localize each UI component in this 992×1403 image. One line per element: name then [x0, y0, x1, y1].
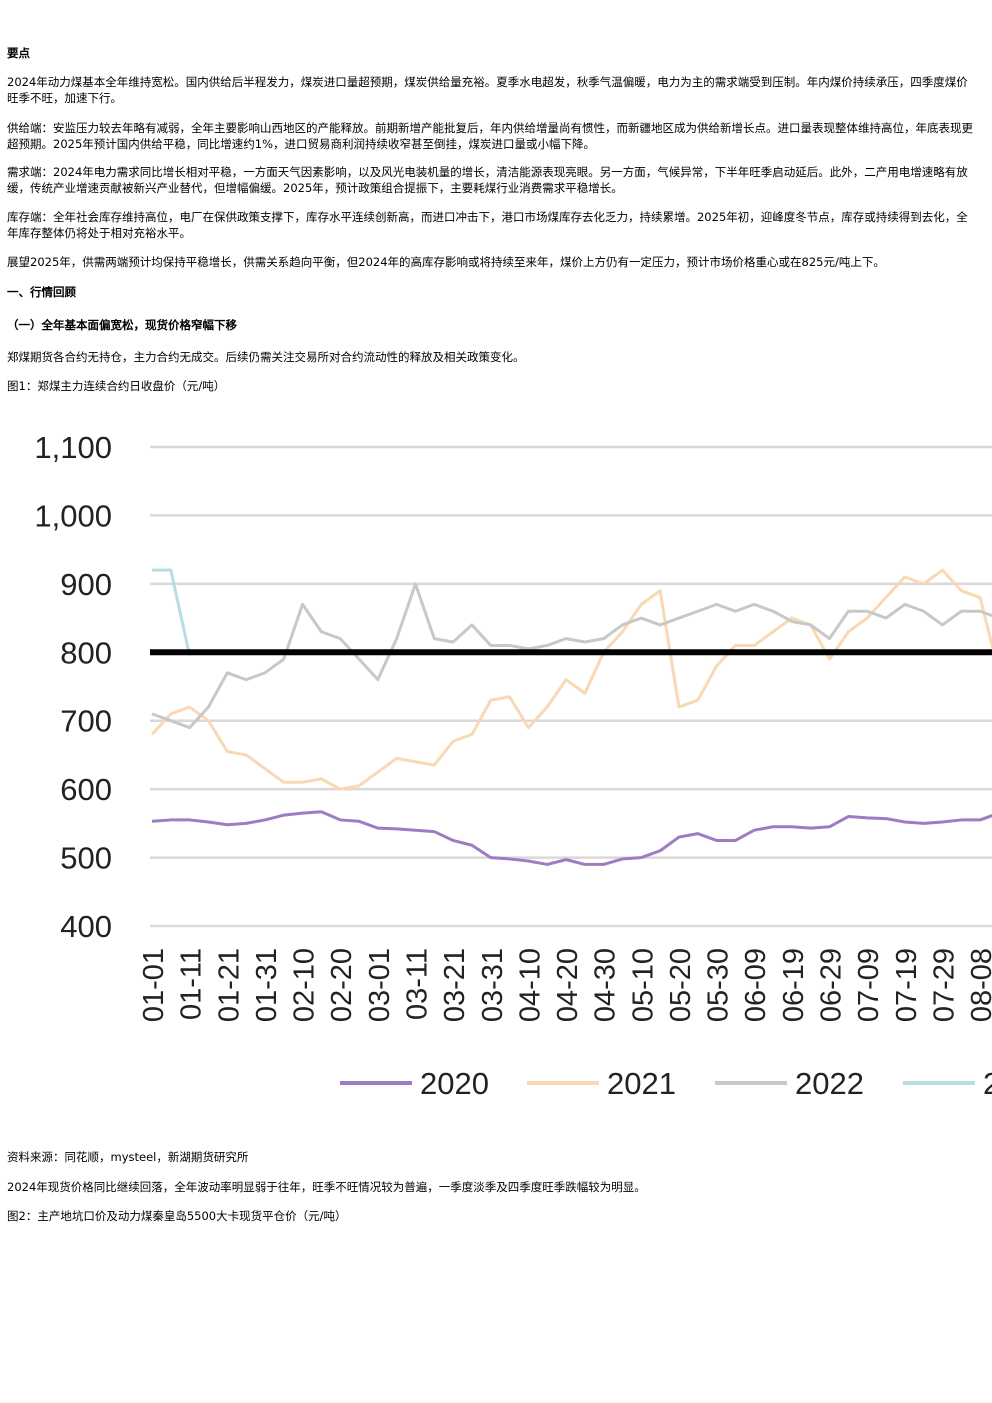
y-tick-label: 600	[60, 772, 112, 807]
x-tick-label: 07-09	[853, 948, 885, 1022]
figure-caption: 图1：郑煤主力连续合约日收盘价（元/吨）	[7, 379, 226, 393]
line-series	[151, 582, 992, 730]
x-tick-label: 01-21	[213, 948, 245, 1022]
x-tick-label: 04-10	[514, 948, 546, 1022]
x-tick-label: 04-30	[590, 948, 622, 1022]
paragraph: 2024年现货价格同比继续回落，全年波动率明显弱于往年，旺季不旺情况较为普遍，一…	[7, 1180, 646, 1194]
x-tick-label: 01-01	[138, 948, 170, 1022]
x-tick-label: 05-30	[703, 948, 735, 1022]
line-series	[150, 568, 992, 791]
x-tick-label: 01-11	[176, 948, 208, 1020]
x-tick-label: 03-31	[477, 948, 509, 1022]
paragraph: 供给端：安监压力较去年略有减弱，全年主要影响山西地区的产能释放。前期新增产能批复…	[7, 121, 973, 151]
paragraph: 库存端：全年社会库存维持高位，电厂在保供政策支撑下，库存水平连续创新高，而进口冲…	[7, 210, 968, 240]
x-tick-label: 06-09	[740, 948, 772, 1022]
y-tick-label: 500	[60, 841, 112, 876]
legend-label: 2020	[420, 1066, 489, 1101]
paragraph: 郑煤期货各合约无持仓，主力合约无成交。后续仍需关注交易所对合约流动性的释放及相关…	[7, 350, 525, 364]
section-title: 一、行情回顾	[7, 285, 76, 299]
x-tick-label: 07-29	[928, 948, 960, 1022]
x-tick-label: 03-11	[401, 948, 433, 1020]
x-tick-label: 03-21	[439, 948, 471, 1022]
x-tick-label: 04-20	[552, 948, 584, 1022]
y-tick-label: 1,100	[34, 430, 112, 465]
y-tick-label: 900	[60, 567, 112, 602]
x-tick-label: 02-10	[289, 948, 321, 1022]
heading: 要点	[7, 46, 30, 60]
figure-caption: 图2：主产地坑口价及动力煤秦皇岛5500大卡现货平仓价（元/吨）	[7, 1209, 347, 1223]
x-tick-label: 07-19	[891, 948, 923, 1022]
x-tick-label: 08-08	[966, 948, 992, 1022]
paragraph: 需求端：2024年电力需求同比增长相对平稳，一方面天气因素影响，以及风光电装机量…	[7, 165, 968, 195]
line-series	[152, 568, 192, 657]
line-series	[151, 810, 992, 866]
legend-label: 2021	[607, 1066, 676, 1101]
y-tick-label: 1,000	[34, 498, 112, 533]
y-tick-label: 700	[60, 704, 112, 739]
y-tick-label: 800	[60, 635, 112, 670]
x-tick-label: 01-31	[251, 948, 283, 1022]
x-tick-label: 05-10	[627, 948, 659, 1022]
section-subtitle: （一）全年基本面偏宽松，现货价格窄幅下移	[7, 318, 237, 332]
x-tick-label: 05-20	[665, 948, 697, 1022]
x-tick-label: 02-20	[326, 948, 358, 1022]
source: 资料来源：同花顺，mysteel，新湖期货研究所	[7, 1150, 249, 1164]
x-tick-label: 03-01	[364, 948, 396, 1022]
legend-label: 2	[983, 1066, 992, 1101]
paragraph: 展望2025年，供需两端预计均保持平稳增长，供需关系趋向平衡，但2024年的高库…	[7, 255, 885, 269]
y-tick-label: 400	[60, 909, 112, 944]
x-tick-label: 06-19	[778, 948, 810, 1022]
paragraph: 2024年动力煤基本全年维持宽松。国内供给后半程发力，煤炭进口量超预期，煤炭供给…	[7, 75, 968, 105]
legend-label: 2022	[795, 1066, 864, 1101]
x-tick-label: 06-29	[816, 948, 848, 1022]
